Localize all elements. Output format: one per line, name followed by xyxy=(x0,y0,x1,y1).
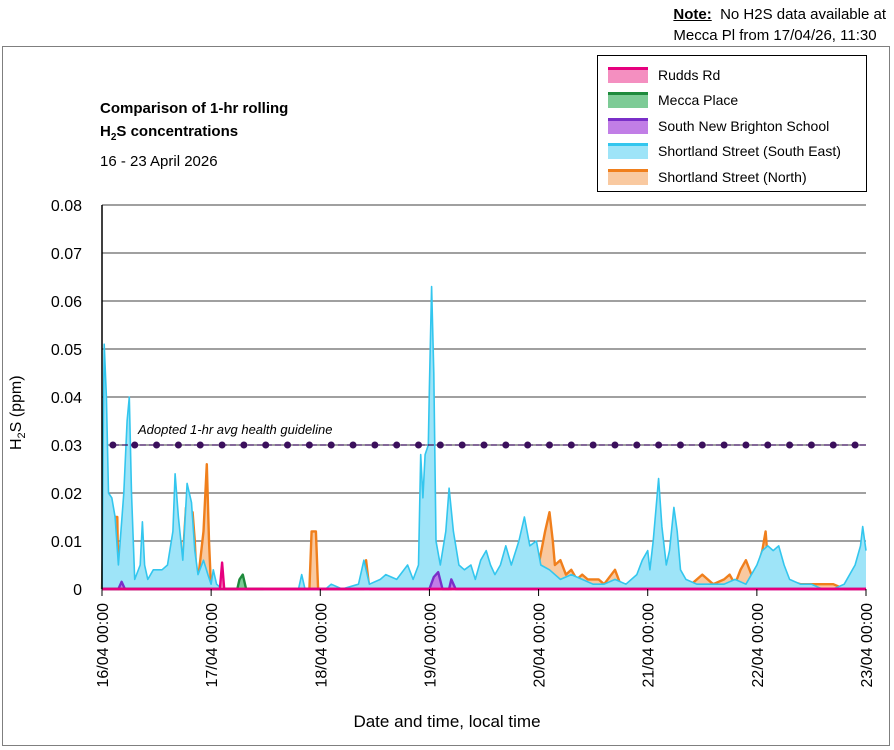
title-h: H xyxy=(100,123,111,140)
x-tick-label: 23/04 00:00 xyxy=(859,603,876,688)
guideline-marker xyxy=(502,441,510,449)
guideline-marker xyxy=(720,441,728,449)
x-axis-label: Date and time, local time xyxy=(353,712,541,731)
guideline-marker xyxy=(545,441,553,449)
guideline-marker xyxy=(698,441,706,449)
legend-swatch xyxy=(608,66,648,83)
title-sub: 2 xyxy=(110,132,117,143)
legend-label: Mecca Place xyxy=(658,92,739,109)
guideline-marker xyxy=(611,441,619,449)
guideline-marker xyxy=(415,441,423,449)
y-tick-label: 0.02 xyxy=(51,486,82,503)
legend-item: South New Brighton School xyxy=(598,113,866,139)
guideline-marker xyxy=(371,441,379,449)
title-rest: S concentrations xyxy=(116,123,239,140)
x-tick-label: 19/04 00:00 xyxy=(422,603,439,688)
legend-label: Rudds Rd xyxy=(658,66,721,83)
guideline-marker xyxy=(131,441,139,449)
guideline-marker xyxy=(589,441,597,449)
guideline-marker xyxy=(349,441,357,449)
y-tick-label: 0.03 xyxy=(51,438,82,455)
guideline-marker xyxy=(393,441,401,449)
x-tick-label: 18/04 00:00 xyxy=(313,603,330,688)
y-tick-label: 0.08 xyxy=(51,198,82,215)
note-label: Note: xyxy=(673,6,712,23)
guideline-marker xyxy=(829,441,837,449)
x-tick-label: 16/04 00:00 xyxy=(95,603,112,688)
guideline-marker xyxy=(458,441,466,449)
y-tick-label: 0.04 xyxy=(51,390,82,407)
legend-swatch xyxy=(608,168,648,185)
y-tick-label: 0.07 xyxy=(51,246,82,263)
series-area-shortland-street-south-east xyxy=(102,286,866,589)
note-line1: No H2S data available at xyxy=(720,6,886,23)
legend-item: Shortland Street (South East) xyxy=(598,139,866,165)
guideline-marker xyxy=(218,441,226,449)
y-axis-label: H2S (ppm) xyxy=(8,375,28,450)
data-availability-note: Note: No H2S data available at Mecca Pl … xyxy=(673,4,886,46)
guideline-marker xyxy=(524,441,532,449)
chart-title: Comparison of 1-hr rolling H2S concentra… xyxy=(100,97,288,149)
legend: Rudds Rd Mecca Place South New Brighton Sc… xyxy=(597,55,867,192)
ylabel-h: H xyxy=(8,438,25,450)
guideline-marker xyxy=(240,441,248,449)
legend-label: Shortland Street (South East) xyxy=(658,143,841,160)
guideline-marker xyxy=(305,441,313,449)
note-line2: Mecca Pl from 17/04/26, 11:30 xyxy=(673,27,877,44)
y-tick-label: 0 xyxy=(73,582,82,599)
chart-subtitle: 16 - 23 April 2026 xyxy=(100,153,218,170)
y-tick-label: 0.01 xyxy=(51,534,82,551)
guideline-marker xyxy=(480,441,488,449)
legend-swatch xyxy=(608,92,648,109)
chart-title-line1: Comparison of 1-hr rolling xyxy=(100,100,289,117)
guideline-marker xyxy=(786,441,794,449)
guideline-marker xyxy=(174,441,182,449)
guideline-marker xyxy=(436,441,444,449)
guideline-marker xyxy=(655,441,663,449)
guideline-marker xyxy=(153,441,161,449)
guideline-marker xyxy=(742,441,750,449)
legend-item: Mecca Place xyxy=(598,88,866,114)
guideline-marker xyxy=(327,441,335,449)
guideline-marker xyxy=(851,441,859,449)
guideline-marker xyxy=(262,441,270,449)
guideline-marker xyxy=(807,441,815,449)
guideline-marker xyxy=(676,441,684,449)
legend-swatch xyxy=(608,117,648,134)
legend-swatch xyxy=(608,143,648,160)
guideline-marker xyxy=(567,441,575,449)
x-tick-label: 22/04 00:00 xyxy=(750,603,767,688)
guideline-marker xyxy=(109,441,117,449)
series-line-shortland-street-south-east xyxy=(101,285,867,590)
legend-label: South New Brighton School xyxy=(658,117,830,134)
ylabel-rest: S (ppm) xyxy=(8,375,25,433)
chart-title-line2: H2S concentrations xyxy=(100,120,288,149)
chart-frame xyxy=(2,46,890,746)
legend-item: Rudds Rd xyxy=(598,62,866,88)
y-tick-label: 0.05 xyxy=(51,342,82,359)
guideline-marker xyxy=(284,441,292,449)
guideline-label: Adopted 1-hr avg health guideline xyxy=(137,422,332,437)
legend-item: Shortland Street (North) xyxy=(598,164,866,190)
guideline-marker xyxy=(633,441,641,449)
x-tick-label: 20/04 00:00 xyxy=(532,603,549,688)
guideline-marker xyxy=(764,441,772,449)
legend-label: Shortland Street (North) xyxy=(658,168,807,185)
ylabel-sub: 2 xyxy=(16,432,29,439)
y-tick-label: 0.06 xyxy=(51,294,82,311)
series-line-south-new-brighton-school xyxy=(102,571,866,591)
x-tick-label: 17/04 00:00 xyxy=(204,603,221,688)
guideline-marker xyxy=(196,441,204,449)
x-tick-label: 21/04 00:00 xyxy=(641,603,658,688)
